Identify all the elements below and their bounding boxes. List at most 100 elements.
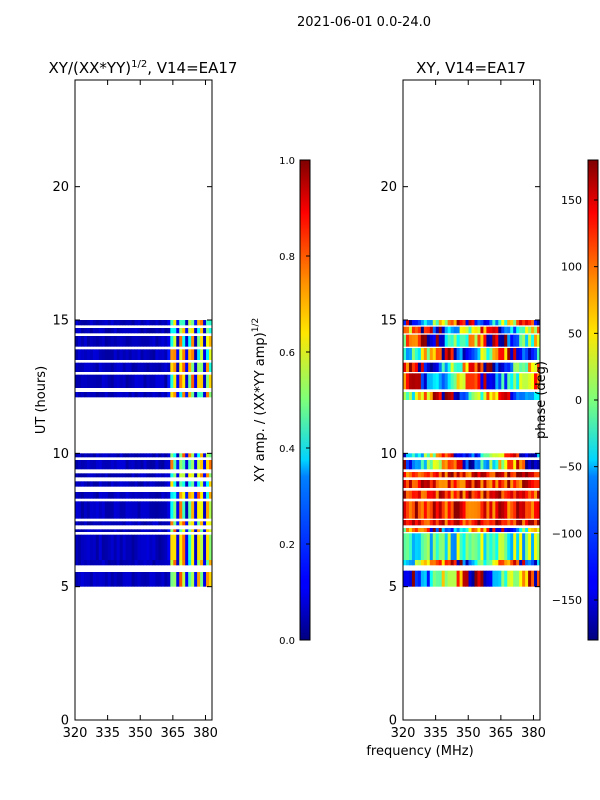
heatmap-cell: [465, 472, 469, 478]
heatmap-cell: [444, 453, 449, 458]
heatmap-cell: [414, 480, 419, 488]
heatmap-cell: [146, 453, 150, 458]
heatmap-cell: [155, 460, 159, 470]
heatmap-cell: [507, 362, 511, 372]
heatmap-cell: [197, 534, 201, 560]
heatmap-cell: [537, 348, 540, 360]
heatmap-cell: [531, 460, 535, 470]
heatmap-cell: [447, 520, 452, 526]
heatmap-cell: [194, 501, 198, 519]
heatmap-cell: [537, 373, 540, 390]
heatmap-cell: [191, 374, 195, 388]
heatmap-cell: [453, 533, 458, 560]
heatmap-cell: [525, 460, 529, 470]
heatmap-cell: [140, 374, 144, 388]
heatmap-cell: [146, 392, 150, 398]
heatmap-cell: [149, 374, 153, 388]
heatmap-cell: [92, 572, 97, 587]
heatmap-cell: [450, 334, 455, 347]
heatmap-cell: [408, 533, 413, 560]
heatmap-cell: [483, 520, 487, 526]
heatmap-cell: [209, 460, 212, 470]
heatmap-cell: [403, 392, 407, 400]
heatmap-cell: [167, 349, 171, 360]
heatmap-cell: [441, 392, 446, 400]
heatmap-cell: [414, 520, 419, 526]
heatmap-cell: [77, 453, 82, 458]
heatmap-cell: [200, 501, 204, 519]
heatmap-cell: [408, 326, 413, 334]
heatmap-cell: [498, 373, 502, 390]
heatmap-cell: [429, 453, 434, 458]
heatmap-cell: [504, 472, 508, 478]
heatmap-cell: [107, 460, 112, 470]
heatmap-cell: [170, 492, 174, 499]
heatmap-cell: [522, 472, 526, 478]
heatmap-cell: [531, 490, 535, 499]
heatmap-cell: [116, 349, 121, 360]
heatmap-cell: [98, 529, 103, 532]
heatmap-cell: [146, 481, 150, 487]
heatmap-cell: [191, 320, 195, 326]
heatmap-cell: [155, 534, 159, 560]
heatmap-cell: [462, 528, 466, 532]
heatmap-cell: [131, 560, 135, 566]
heatmap-cell: [477, 326, 481, 334]
heatmap-cell: [200, 481, 204, 487]
heatmap-cell: [116, 362, 121, 372]
heatmap-cell: [191, 529, 195, 532]
heatmap-cell: [140, 529, 144, 532]
heatmap-cell: [164, 534, 168, 560]
heatmap-cell: [197, 481, 201, 487]
heatmap-cell: [537, 326, 540, 334]
heatmap-cell: [471, 560, 475, 566]
heatmap-cell: [98, 572, 103, 587]
heatmap-cell: [149, 460, 153, 470]
heatmap-cell: [474, 392, 478, 400]
heatmap-cell: [116, 374, 121, 388]
heatmap-cell: [420, 460, 425, 470]
heatmap-cell: [152, 349, 156, 360]
heatmap-cell: [176, 349, 180, 360]
heatmap-cell: [161, 521, 165, 526]
heatmap-row: [75, 362, 212, 372]
heatmap-cell: [450, 320, 455, 326]
heatmap-cell: [119, 362, 124, 372]
y-tick-label: 15: [380, 314, 397, 329]
heatmap-cell: [513, 528, 517, 532]
heatmap-cell: [498, 460, 502, 470]
heatmap-cell: [107, 392, 112, 398]
heatmap-cell: [489, 334, 493, 347]
heatmap-cell: [403, 460, 407, 470]
heatmap-cell: [417, 320, 422, 326]
heatmap-cell: [492, 520, 496, 526]
heatmap-cell: [86, 362, 91, 372]
heatmap-cell: [134, 492, 138, 499]
heatmap-cell: [122, 349, 127, 360]
heatmap-cell: [209, 534, 212, 560]
heatmap-cell: [504, 453, 508, 458]
heatmap-cell: [137, 328, 141, 334]
heatmap-cell: [534, 490, 538, 499]
heatmap-cell: [414, 453, 419, 458]
heatmap-cell: [128, 460, 132, 470]
heatmap-cell: [125, 492, 130, 499]
heatmap-cell: [125, 473, 130, 478]
heatmap-cell: [146, 572, 150, 587]
heatmap-cell: [161, 481, 165, 487]
heatmap-cell: [486, 362, 490, 372]
heatmap-cell: [101, 374, 106, 388]
heatmap-cell: [80, 374, 85, 388]
heatmap-cell: [444, 570, 449, 587]
heatmap-cell: [444, 480, 449, 488]
heatmap-cell: [75, 521, 79, 526]
heatmap-cell: [206, 560, 210, 566]
heatmap-cell: [158, 320, 162, 326]
heatmap-cell: [403, 533, 407, 560]
heatmap-cell: [188, 453, 192, 458]
heatmap-cell: [194, 534, 198, 560]
heatmap-cell: [101, 392, 106, 398]
heatmap-cell: [522, 373, 526, 390]
heatmap-cell: [158, 374, 162, 388]
